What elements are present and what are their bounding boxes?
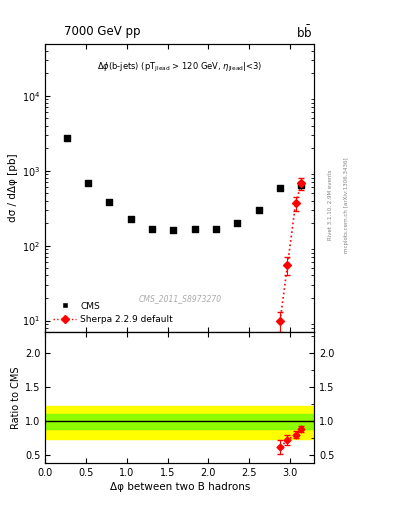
CMS	[234, 219, 241, 227]
Text: Rivet 3.1.10, 2.9M events: Rivet 3.1.10, 2.9M events	[328, 169, 333, 240]
X-axis label: Δφ between two B hadrons: Δφ between two B hadrons	[110, 482, 250, 493]
Point	[277, 443, 283, 451]
CMS	[63, 134, 70, 142]
CMS	[106, 198, 112, 206]
Text: 7000 GeV pp: 7000 GeV pp	[64, 25, 140, 37]
CMS	[255, 206, 262, 214]
Point	[277, 316, 283, 325]
Text: $\Delta\phi$(b-jets) (pT$_{\mathregular{Jlead}}$ > 120 GeV, $\eta_{\mathregular{: $\Delta\phi$(b-jets) (pT$_{\mathregular{…	[97, 61, 263, 74]
CMS	[213, 225, 219, 233]
Y-axis label: dσ / dΔφ [pb]: dσ / dΔφ [pb]	[8, 154, 18, 222]
Text: mcplots.cern.ch [arXiv:1306.3436]: mcplots.cern.ch [arXiv:1306.3436]	[344, 157, 349, 252]
Text: b$\bar{\rm b}$: b$\bar{\rm b}$	[296, 25, 312, 41]
CMS	[191, 225, 198, 233]
Point	[285, 261, 291, 269]
Legend: CMS, Sherpa 2.2.9 default: CMS, Sherpa 2.2.9 default	[50, 298, 177, 328]
CMS	[298, 181, 305, 189]
CMS	[149, 225, 155, 233]
Point	[298, 425, 305, 433]
Point	[292, 199, 299, 207]
Point	[292, 431, 299, 439]
Point	[285, 436, 291, 444]
CMS	[127, 215, 134, 223]
CMS	[85, 179, 91, 187]
Point	[298, 179, 305, 187]
CMS	[170, 226, 176, 234]
Text: CMS_2011_S8973270: CMS_2011_S8973270	[138, 294, 221, 303]
CMS	[277, 184, 283, 193]
Y-axis label: Ratio to CMS: Ratio to CMS	[11, 367, 21, 429]
